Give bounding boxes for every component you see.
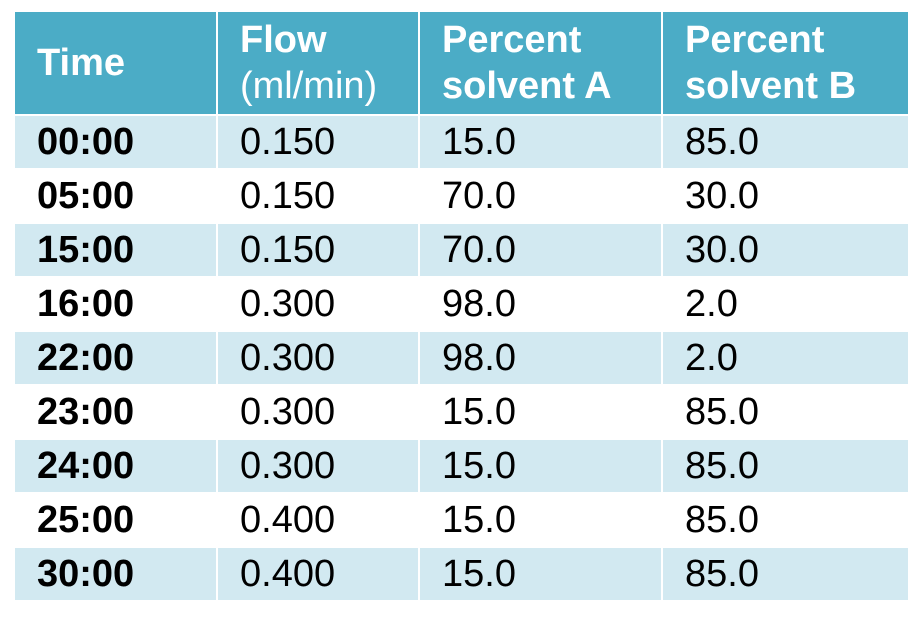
table-row: 16:00 0.300 98.0 2.0: [13, 276, 910, 332]
time-cell: 22:00: [13, 330, 218, 386]
header-solvent-b-line2: solvent B: [685, 65, 857, 107]
flow-cell: 0.300: [216, 330, 420, 386]
solvent-a-cell: 15.0: [418, 492, 663, 548]
table-row: 24:00 0.300 15.0 85.0: [13, 438, 910, 494]
solvent-b-cell: 85.0: [661, 546, 910, 602]
solvent-a-cell: 15.0: [418, 438, 663, 494]
flow-cell: 0.150: [216, 222, 420, 278]
gradient-table: Time Flow (ml/min) Percent solvent A Per…: [13, 10, 910, 602]
header-time-label: Time: [37, 42, 126, 84]
header-solvent-b: Percent solvent B: [661, 10, 910, 116]
table-row: 25:00 0.400 15.0 85.0: [13, 492, 910, 548]
table-row: 23:00 0.300 15.0 85.0: [13, 384, 910, 440]
header-solvent-b-line1: Percent: [685, 19, 825, 61]
table-row: 22:00 0.300 98.0 2.0: [13, 330, 910, 386]
solvent-a-cell: 15.0: [418, 546, 663, 602]
header-solvent-a-line2: solvent A: [442, 65, 612, 107]
table-body: 00:00 0.150 15.0 85.0 05:00 0.150 70.0 3…: [13, 114, 910, 602]
solvent-b-cell: 2.0: [661, 330, 910, 386]
solvent-b-cell: 85.0: [661, 114, 910, 170]
solvent-a-cell: 70.0: [418, 168, 663, 224]
solvent-b-cell: 2.0: [661, 276, 910, 332]
table-row: 30:00 0.400 15.0 85.0: [13, 546, 910, 602]
header-row: Time Flow (ml/min) Percent solvent A Per…: [13, 10, 910, 116]
solvent-b-cell: 85.0: [661, 384, 910, 440]
flow-cell: 0.150: [216, 114, 420, 170]
header-solvent-a: Percent solvent A: [418, 10, 663, 116]
solvent-a-cell: 98.0: [418, 330, 663, 386]
flow-cell: 0.400: [216, 546, 420, 602]
time-cell: 30:00: [13, 546, 218, 602]
time-cell: 25:00: [13, 492, 218, 548]
header-time: Time: [13, 10, 218, 116]
solvent-b-cell: 30.0: [661, 222, 910, 278]
solvent-a-cell: 70.0: [418, 222, 663, 278]
time-cell: 15:00: [13, 222, 218, 278]
header-solvent-a-line1: Percent: [442, 19, 582, 61]
table-header: Time Flow (ml/min) Percent solvent A Per…: [13, 10, 910, 116]
flow-cell: 0.300: [216, 384, 420, 440]
time-cell: 05:00: [13, 168, 218, 224]
time-cell: 23:00: [13, 384, 218, 440]
header-flow: Flow (ml/min): [216, 10, 420, 116]
table-row: 05:00 0.150 70.0 30.0: [13, 168, 910, 224]
header-flow-line1: Flow: [240, 19, 327, 61]
table-row: 15:00 0.150 70.0 30.0: [13, 222, 910, 278]
solvent-a-cell: 15.0: [418, 384, 663, 440]
flow-cell: 0.300: [216, 438, 420, 494]
solvent-a-cell: 15.0: [418, 114, 663, 170]
header-flow-line2: (ml/min): [240, 65, 378, 107]
time-cell: 16:00: [13, 276, 218, 332]
flow-cell: 0.400: [216, 492, 420, 548]
flow-cell: 0.150: [216, 168, 420, 224]
flow-cell: 0.300: [216, 276, 420, 332]
solvent-b-cell: 30.0: [661, 168, 910, 224]
time-cell: 24:00: [13, 438, 218, 494]
solvent-b-cell: 85.0: [661, 492, 910, 548]
solvent-b-cell: 85.0: [661, 438, 910, 494]
solvent-a-cell: 98.0: [418, 276, 663, 332]
table-row: 00:00 0.150 15.0 85.0: [13, 114, 910, 170]
time-cell: 00:00: [13, 114, 218, 170]
